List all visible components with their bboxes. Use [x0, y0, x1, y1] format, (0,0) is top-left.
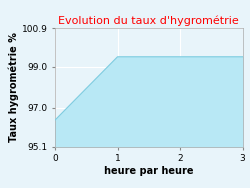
Title: Evolution du taux d'hygrométrie: Evolution du taux d'hygrométrie	[58, 16, 239, 26]
X-axis label: heure par heure: heure par heure	[104, 166, 194, 176]
Y-axis label: Taux hygrométrie %: Taux hygrométrie %	[8, 33, 19, 142]
